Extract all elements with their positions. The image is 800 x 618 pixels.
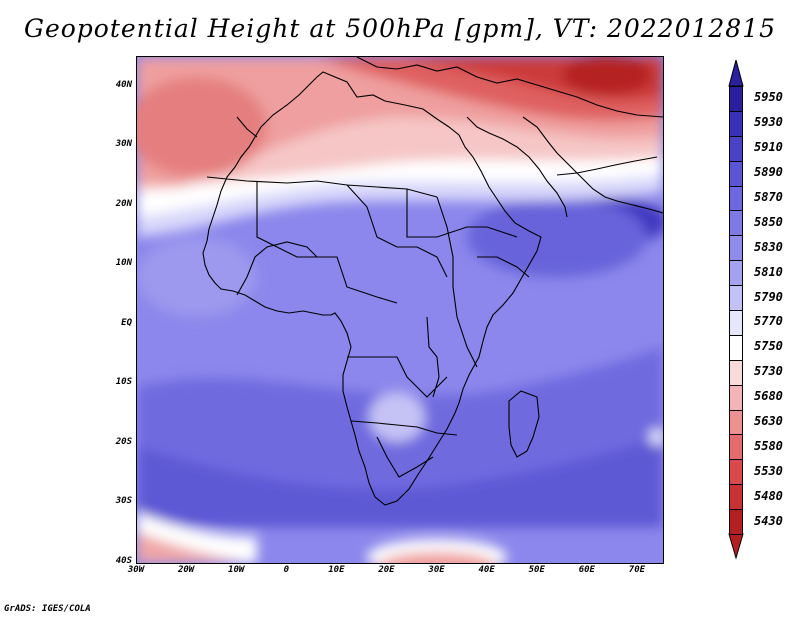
colorbar-level-label: 5910 [754,140,783,155]
lon-tick-label: 40E [478,565,495,575]
colorbar-level-label: 5750 [754,339,783,354]
lon-tick-label: 60E [578,565,595,575]
colorbar-level-label: 5950 [754,90,783,105]
lat-tick-label: 10N [115,258,132,269]
lat-tick-label: EQ [121,317,132,328]
lon-tick-label: 0 [283,565,289,575]
colorbar-level-label: 5530 [754,463,783,478]
lat-tick-label: 40N [115,79,132,90]
lat-tick-label: 10S [115,377,132,388]
colorbar-swatch [729,484,743,511]
colorbar-swatch [729,285,743,311]
colorbar-swatch [729,409,743,436]
colorbar-swatch [729,135,743,162]
colorbar-swatch [729,86,743,112]
colorbar-swatch [729,210,743,237]
lat-tick-label: 30N [115,139,132,150]
colorbar-swatch [729,110,743,137]
colorbar-level-label: 5770 [754,314,783,329]
coastlines [202,57,663,506]
colorbar-swatch [729,185,743,212]
colorbar-swatch [729,434,743,461]
colorbar-level-label: 5830 [754,239,783,254]
lat-tick-label: 40S [115,556,132,566]
lon-tick-label: 30E [428,565,445,575]
map-plot-area [136,56,664,564]
colorbar-level-label: 5790 [754,289,783,304]
colorbar-swatch [729,260,743,287]
lon-tick-label: 70E [628,565,646,575]
colorbar-level-label: 5870 [754,190,783,204]
colorbar-level-label: 5580 [754,438,783,453]
colorbar-swatch [729,459,743,486]
map-title: Geopotential Height at 500hPa [gpm], VT:… [23,14,777,43]
colorbar-swatch [729,509,743,535]
colorbar-level-label: 5430 [754,513,783,528]
colorbar-level-label: 5480 [754,488,783,503]
colorbar-swatch [729,384,743,411]
lon-tick-label: 10W [228,565,245,575]
colorbar-swatch [729,160,743,187]
colorbar-legend: 5950 5930 5910 5890 5870 5850 5830 5810 5790 5770… [722,60,792,560]
lat-tick-label: 20N [115,198,132,209]
colorbar-swatch [729,334,743,361]
colorbar-level-label: 5810 [754,264,783,279]
lon-tick-label: 10E [328,565,345,575]
colorbar-swatch [729,235,743,262]
colorbar-level-label: 5730 [754,364,783,379]
lon-tick-label: 20W [177,565,195,575]
grads-credit: GrADS: IGES/COLA [4,604,91,614]
height-field [137,57,663,563]
colorbar-level-label: 5680 [754,389,783,404]
colorbar-level-label: 5890 [754,165,783,180]
lat-tick-label: 20S [115,436,132,447]
colorbar-level-label: 5930 [754,115,783,130]
lon-tick-label: 20E [378,565,395,575]
colorbar-swatch [729,310,743,336]
lat-tick-label: 30S [115,496,132,507]
lon-tick-label: 50E [528,565,545,575]
lon-tick-label: 30W [127,565,145,575]
colorbar-swatch [729,359,743,386]
colorbar-level-label: 5630 [754,414,783,428]
colorbar-level-label: 5850 [754,214,783,229]
